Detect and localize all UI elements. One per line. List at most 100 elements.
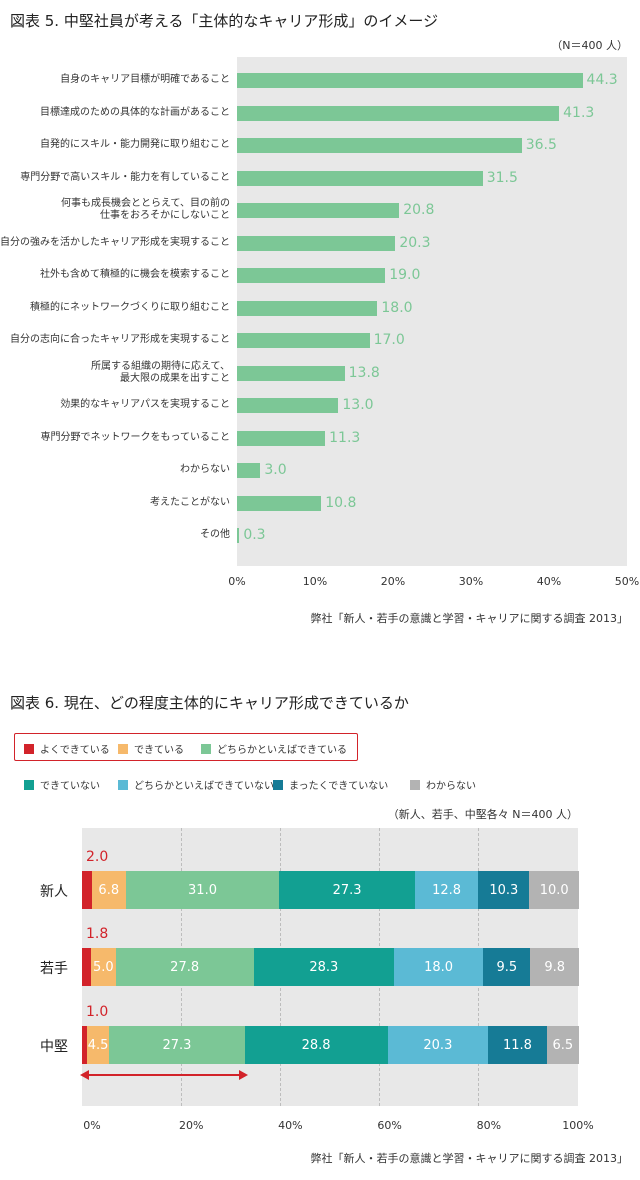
category-label: 効果的なキャリアパスを実現すること [60,399,230,410]
legend-swatch [24,779,34,790]
x-tick-label: 40% [278,1119,303,1132]
data-label: 13.0 [342,397,374,413]
data-label: 5.0 [92,959,114,975]
category-label: 自発的にスキル・能力開発に取り組むこと [40,139,230,150]
category-label: 専門分野で高いスキル・能力を有していること [20,171,230,183]
legend-swatch [201,743,211,754]
data-label: 11.8 [503,1037,532,1053]
data-label: 0.3 [243,527,266,543]
data-label: 27.3 [332,882,362,898]
data-label: 28.8 [301,1037,331,1053]
bar [237,73,583,88]
bar-segment: 27.3 [109,1026,245,1064]
legend-item: よくできている [24,741,110,756]
data-label: 2.0 [86,849,109,865]
legend-item: どちらかといえばできている [201,741,347,756]
bar [237,463,261,478]
x-tick-label: 100% [562,1119,594,1132]
legend-item: どちらかといえばできていない [118,777,274,792]
category-label: 考えたことがない [150,496,230,508]
legend-item: わからない [410,777,476,792]
x-tick-label: 30% [458,575,484,588]
x-tick-label: 40% [536,575,562,588]
bar [237,300,378,316]
bar-segment: 18.0 [393,948,484,986]
chart1-n-note: （N＝400 人） [551,39,628,52]
data-label: 13.8 [348,364,380,381]
category-label: 何事も成長機会ととらえて、目の前の 仕事をおろそかにしないこと [61,198,230,221]
chart1-source: 弊社「新人・若手の意識と学習・キャリアに関する調査 2013」 [310,612,629,625]
chart2-source: 弊社「新人・若手の意識と学習・キャリアに関する調査 2013」 [310,1152,629,1165]
data-label: 18.0 [381,299,413,316]
data-label: 19.0 [389,267,421,283]
category-label: 社外も含めて積極的に機会を模索すること [40,269,230,280]
x-tick-label: 0% [83,1119,101,1132]
legend-swatch [273,779,283,790]
x-tick-label: 20% [178,1119,204,1132]
category-label: 自身のキャリア目標が明確であること [60,74,230,85]
bar-segment: 28.8 [244,1026,388,1064]
data-label: 20.3 [423,1037,453,1053]
x-tick-label: 60% [377,1119,402,1132]
bar-segment: 10.3 [478,871,530,909]
data-label: 41.3 [563,104,595,121]
bar-segment: 27.8 [115,948,254,986]
bar [237,170,483,186]
data-label: 20.3 [399,234,431,251]
data-label: 17.0 [373,332,405,348]
bar [237,138,522,153]
x-tick-label: 10% [302,575,328,588]
category-label: わからない [180,464,230,475]
data-label: 9.5 [496,959,518,975]
chart2-legend-highlight-box [14,733,358,761]
bar-segment: 5.0 [90,948,116,986]
chart2-title: 図表 6. 現在、どの程度主体的にキャリア形成できているか [10,694,409,712]
bar-segment: 9.5 [483,948,531,986]
legend-item: できている [118,741,184,756]
bar [237,430,326,446]
chart2-highlight-arrow [80,1070,248,1080]
row-label: 若手 [40,961,68,977]
x-tick-label: 80% [476,1119,502,1132]
data-label: 44.3 [586,72,618,88]
data-label: 3.0 [264,462,287,478]
bar-segment: 9.8 [530,948,579,986]
data-label: 10.3 [489,882,519,898]
data-label: 28.3 [309,959,339,975]
data-label: 4.5 [87,1037,109,1053]
bar-segment: 4.5 [86,1026,110,1064]
x-tick-label: 20% [380,575,406,588]
data-label: 9.8 [544,959,566,975]
row-label: 中堅 [40,1039,68,1055]
data-label: 12.8 [432,882,462,898]
x-tick-label: 50% [614,575,640,588]
legend-swatch [410,779,420,790]
category-label: 積極的にネットワークづくりに取り組むこと [30,301,230,313]
bar-segment: 11.8 [488,1026,547,1064]
category-label: その他 [200,529,230,540]
bar [237,203,400,218]
x-tick-label: 0% [228,575,246,588]
data-label: 6.8 [98,882,120,898]
legend-item: まったくできていない [273,777,388,792]
bar [237,528,240,543]
bar-segment: 27.3 [279,871,415,909]
data-label: 11.3 [329,429,361,446]
legend-item: できていない [24,777,100,792]
legend-label: わからない [426,781,476,792]
bar-segment: 6.5 [546,1026,579,1064]
legend-label: よくできている [40,745,110,756]
bar-segment: 20.3 [387,1026,489,1064]
bar [237,365,345,381]
category-label: 自分の強みを活かしたキャリア形成を実現すること [0,236,230,248]
bar-segment [82,871,92,909]
bar [237,495,322,511]
legend-swatch [24,743,34,754]
data-label: 27.8 [170,959,200,975]
legend-label: まったくできていない [289,781,389,792]
data-label: 18.0 [424,959,454,975]
data-label: 31.5 [486,169,518,186]
legend-label: どちらかといえばできていない [134,781,274,792]
data-label: 27.3 [162,1037,192,1053]
bar [237,235,396,251]
